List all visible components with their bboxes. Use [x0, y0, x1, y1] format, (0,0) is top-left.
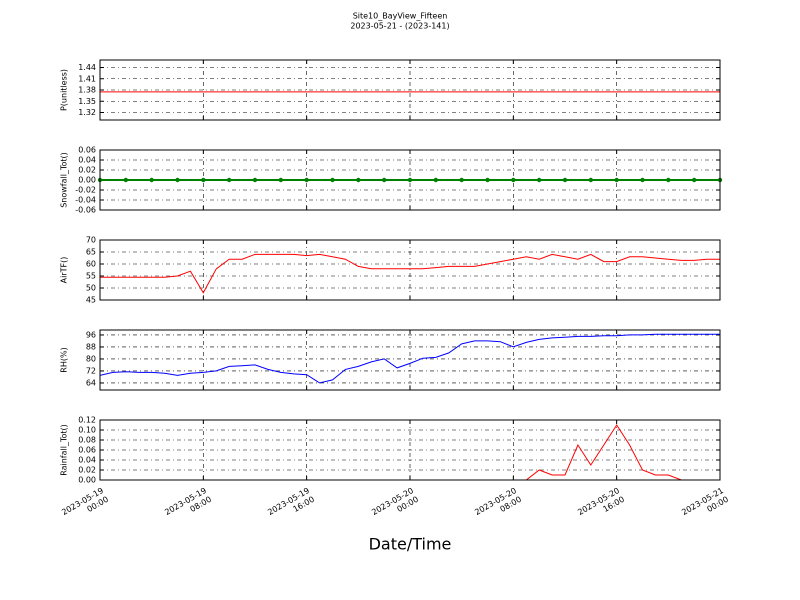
data-point — [562, 177, 568, 183]
y-axis-label: AirTF() — [60, 257, 69, 284]
data-point — [330, 177, 335, 183]
plot-frame — [99, 59, 721, 121]
y-tick-label: 70 — [86, 236, 96, 245]
y-tick-label: -0.02 — [75, 186, 96, 195]
data-point — [459, 177, 464, 183]
y-tick-label: -0.04 — [75, 196, 96, 205]
data-point — [666, 177, 671, 183]
data-line — [100, 253, 720, 294]
y-axis-label: Rainfall_Tot() — [60, 424, 69, 476]
data-point — [304, 177, 309, 183]
y-tick-label: 0.04 — [78, 156, 96, 165]
y-tick-label: 65 — [86, 248, 96, 257]
x-axis-label: Date/Time — [369, 535, 452, 554]
y-tick-label: 0.06 — [78, 446, 96, 455]
y-tick-label: 1.44 — [78, 63, 96, 72]
plot-frame — [99, 329, 721, 391]
y-tick-label: 0.02 — [78, 466, 96, 475]
y-tick-label: 96 — [86, 330, 96, 339]
data-point — [123, 177, 129, 183]
data-point — [278, 177, 284, 183]
data-point — [485, 177, 490, 183]
data-point — [640, 177, 645, 183]
data-point — [201, 177, 206, 183]
y-tick-label: 0.00 — [78, 176, 96, 185]
data-line — [99, 333, 720, 384]
data-point — [691, 177, 697, 183]
chart-subtitle: 2023-05-21 - (2023-141) — [350, 22, 449, 31]
chart-title: Site10_BayView_Fifteen — [353, 12, 448, 21]
data-point — [536, 177, 542, 183]
y-tick-label: 1.32 — [78, 108, 96, 117]
plot-frame — [99, 149, 721, 211]
y-tick-label: 55 — [86, 272, 96, 281]
data-point — [588, 177, 594, 183]
y-axis-label: Snowfall_Tot() — [60, 152, 69, 208]
data-point — [511, 177, 516, 183]
y-tick-label: 60 — [86, 260, 96, 269]
data-point — [175, 177, 180, 183]
y-tick-label: 80 — [86, 354, 96, 363]
data-point — [149, 177, 154, 183]
data-point — [433, 177, 439, 183]
y-tick-label: 72 — [86, 366, 96, 375]
y-tick-label: 0.08 — [78, 436, 96, 445]
y-tick-label: 1.35 — [78, 97, 96, 106]
y-tick-label: 0.04 — [78, 456, 96, 465]
data-point — [226, 177, 232, 183]
y-tick-label: 64 — [86, 378, 96, 387]
y-tick-label: -0.06 — [75, 206, 96, 215]
data-point — [356, 177, 361, 183]
plot-frame — [99, 239, 721, 301]
plot-frame — [99, 419, 721, 481]
data-point — [614, 177, 619, 183]
y-tick-label: 1.38 — [78, 86, 96, 95]
y-tick-label: 88 — [86, 342, 96, 351]
y-tick-label: 0.02 — [78, 166, 96, 175]
y-tick-label: 0.00 — [78, 476, 96, 485]
y-tick-label: 0.12 — [78, 416, 96, 425]
data-point — [381, 177, 387, 183]
data-point — [252, 177, 258, 183]
y-axis-label: RH(%) — [60, 347, 69, 372]
y-tick-label: 45 — [86, 296, 96, 305]
y-axis-label: P(unitless) — [60, 69, 69, 111]
y-tick-label: 50 — [86, 284, 96, 293]
y-tick-label: 0.06 — [78, 146, 96, 155]
y-tick-label: 1.41 — [78, 74, 96, 83]
y-tick-label: 0.10 — [78, 426, 96, 435]
data-point — [407, 177, 413, 183]
